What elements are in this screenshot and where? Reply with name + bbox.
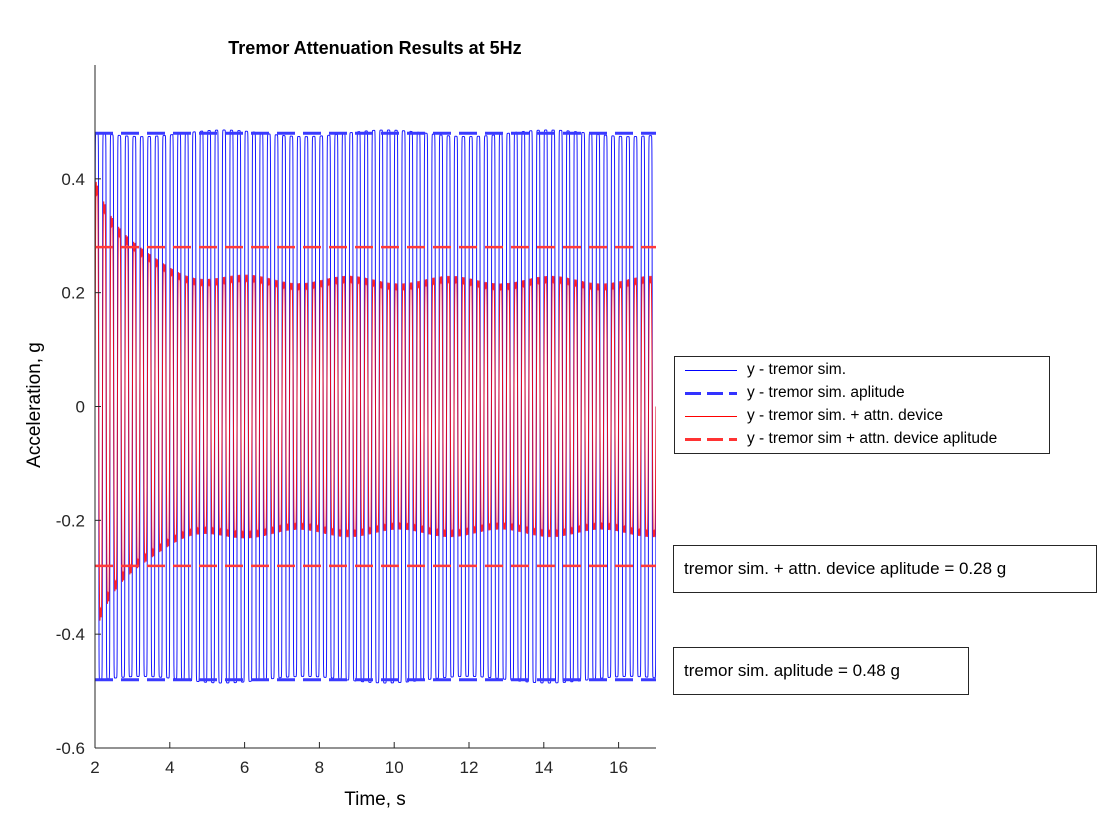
x-tick-label: 16: [609, 758, 628, 777]
legend-entry-tremor-sim: y - tremor sim.: [675, 360, 1049, 382]
legend-entry-tremor-attn: y - tremor sim. + attn. device: [675, 406, 1049, 428]
series-line-tremor-attn: [95, 181, 656, 621]
x-tick-label: 14: [534, 758, 553, 777]
legend-swatch-red-solid: [685, 416, 737, 417]
legend-label: y - tremor sim.: [747, 361, 847, 378]
y-tick-label: 0: [76, 398, 85, 417]
legend-label: y - tremor sim + attn. device aplitude: [747, 430, 998, 447]
legend-label: y - tremor sim. + attn. device: [747, 407, 943, 424]
x-tick-label: 4: [165, 758, 174, 777]
annotation-tremor-amplitude: tremor sim. aplitude = 0.48 g: [673, 647, 969, 695]
y-tick-label: 0.2: [61, 284, 85, 303]
x-tick-label: 2: [90, 758, 99, 777]
x-axis-label: Time, s: [344, 789, 406, 810]
legend-entry-tremor-attn-amplitude: y - tremor sim + attn. device aplitude: [675, 429, 1049, 451]
legend: y - tremor sim. y - tremor sim. aplitude…: [674, 356, 1050, 454]
y-tick-label: -0.2: [56, 511, 85, 530]
legend-label: y - tremor sim. aplitude: [747, 384, 905, 401]
x-tick-label: 8: [315, 758, 324, 777]
x-tick-label: 12: [460, 758, 479, 777]
y-tick-label: -0.6: [56, 739, 85, 758]
legend-swatch-red-dashed: [685, 438, 737, 441]
x-tick-label: 10: [385, 758, 404, 777]
legend-swatch-blue-dashed: [685, 392, 737, 395]
y-tick-label: -0.4: [56, 625, 85, 644]
legend-entry-tremor-sim-amplitude: y - tremor sim. aplitude: [675, 383, 1049, 405]
annotation-attn-amplitude: tremor sim. + attn. device aplitude = 0.…: [673, 545, 1097, 593]
y-axis-label: Acceleration, g: [24, 342, 45, 468]
y-tick-label: 0.4: [61, 170, 85, 189]
x-tick-label: 6: [240, 758, 249, 777]
legend-swatch-blue-solid: [685, 370, 737, 371]
chart-title: Tremor Attenuation Results at 5Hz: [228, 38, 521, 58]
